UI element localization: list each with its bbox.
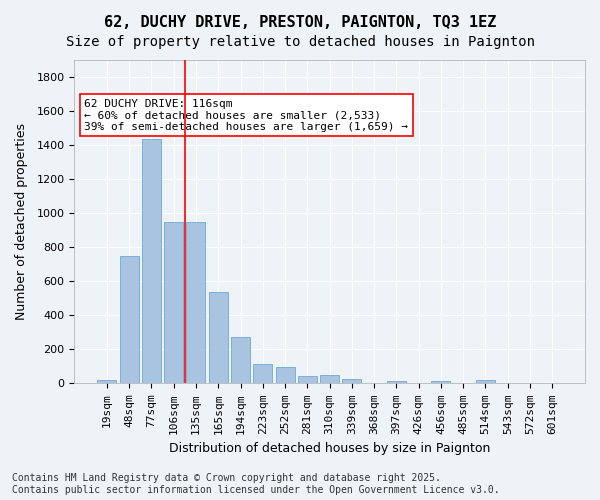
- Text: 62, DUCHY DRIVE, PRESTON, PAIGNTON, TQ3 1EZ: 62, DUCHY DRIVE, PRESTON, PAIGNTON, TQ3 …: [104, 15, 496, 30]
- Bar: [253, 364, 272, 384]
- Bar: [142, 139, 161, 384]
- Bar: [209, 292, 227, 384]
- Bar: [231, 338, 250, 384]
- Bar: [275, 368, 295, 384]
- Bar: [431, 381, 451, 384]
- Bar: [298, 376, 317, 384]
- Bar: [409, 382, 428, 384]
- Bar: [320, 376, 339, 384]
- Text: Size of property relative to detached houses in Paignton: Size of property relative to detached ho…: [65, 35, 535, 49]
- Bar: [454, 382, 473, 384]
- X-axis label: Distribution of detached houses by size in Paignton: Distribution of detached houses by size …: [169, 442, 490, 455]
- Bar: [164, 222, 183, 384]
- Bar: [499, 382, 517, 384]
- Bar: [187, 222, 205, 384]
- Bar: [119, 256, 139, 384]
- Text: 62 DUCHY DRIVE: 116sqm
← 60% of detached houses are smaller (2,533)
39% of semi-: 62 DUCHY DRIVE: 116sqm ← 60% of detached…: [85, 99, 409, 132]
- Bar: [343, 378, 361, 384]
- Text: Contains HM Land Registry data © Crown copyright and database right 2025.
Contai: Contains HM Land Registry data © Crown c…: [12, 474, 500, 495]
- Bar: [521, 382, 539, 384]
- Bar: [97, 380, 116, 384]
- Bar: [365, 382, 383, 384]
- Bar: [387, 381, 406, 384]
- Bar: [476, 380, 495, 384]
- Y-axis label: Number of detached properties: Number of detached properties: [15, 123, 28, 320]
- Bar: [543, 382, 562, 384]
